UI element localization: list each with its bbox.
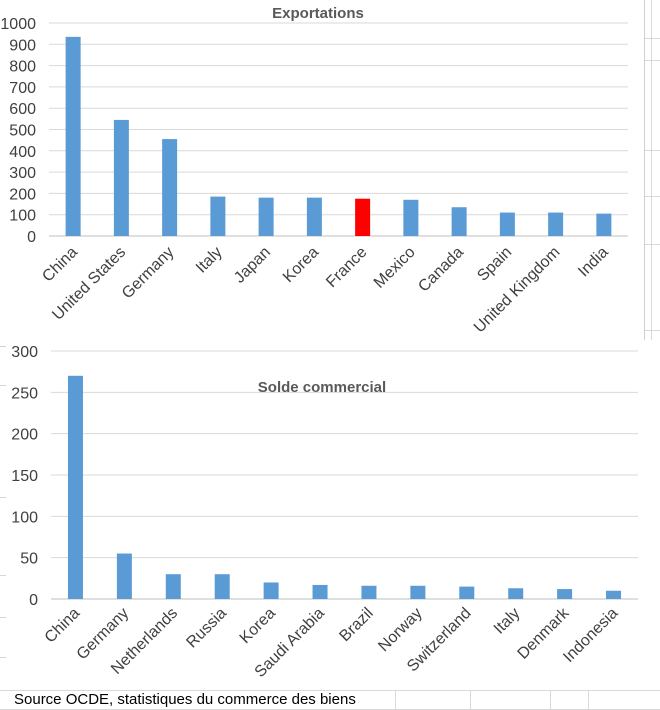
x-tick-label-korea: Korea (280, 244, 322, 286)
bar-united-states (113, 119, 129, 236)
y-tick-label: 800 (9, 59, 36, 76)
chart-title: Solde commercial (258, 379, 386, 396)
x-tick-label-united-kingdom: United Kingdom (471, 244, 564, 337)
x-tick-label-korea: Korea (237, 605, 279, 647)
bar-saudi-arabia (312, 584, 328, 599)
bar-indonesia (606, 590, 622, 599)
chart-1-plot: 0 100 200 300 400 500 600 700 800 900 1000 China Uni… (0, 5, 628, 336)
bar-norway (410, 585, 426, 599)
bar-netherlands (165, 574, 181, 599)
y-tick-label: 0 (27, 229, 36, 246)
x-tick-label-china: China (39, 244, 81, 286)
bar-china (65, 36, 81, 236)
bar-canada (451, 207, 467, 236)
y-tick-label: 1000 (0, 16, 36, 33)
y-tick-label: 200 (9, 186, 36, 203)
x-tick-label-france: France (323, 244, 370, 291)
y-tick-label: 200 (11, 427, 38, 444)
y-tick-label: 0 (29, 592, 38, 609)
bar-russia (214, 574, 230, 599)
chart-title: Exportations (272, 5, 364, 22)
x-tick-label-mexico: Mexico (371, 244, 419, 292)
x-tick-label-japan: Japan (231, 244, 274, 287)
bar-germany (162, 139, 178, 236)
bar-india (596, 213, 612, 236)
y-tick-label: 600 (9, 101, 36, 118)
bar-italy (210, 196, 226, 236)
bar-japan (258, 197, 274, 236)
x-tick-label-russia: Russia (183, 605, 230, 652)
source-note: Source OCDE, statistiques du commerce de… (14, 691, 356, 708)
y-tick-label: 700 (9, 80, 36, 97)
solde-commercial-chart: 0 50 100 150 200 250 300 China Germany Netherland… (6, 340, 660, 690)
bar-germany (116, 553, 132, 599)
y-tick-label: 300 (9, 165, 36, 182)
solde-commercial-chart-svg: 050100150200250300ChinaGermanyNetherland… (11, 344, 638, 681)
y-tick-label: 50 (20, 551, 38, 568)
x-tick-label-canada: Canada (415, 244, 467, 296)
bar-spain (499, 212, 515, 236)
x-tick-label-italy: Italy (193, 244, 226, 277)
x-tick-label-germany: Germany (119, 244, 178, 303)
y-tick-label: 900 (9, 37, 36, 54)
bar-china (67, 375, 83, 599)
y-tick-label: 100 (11, 509, 38, 526)
x-tick-label-norway: Norway (375, 605, 425, 655)
bar-brazil (361, 585, 377, 599)
bar-korea (306, 197, 322, 236)
bar-united-kingdom (548, 212, 564, 236)
y-tick-label: 150 (11, 468, 38, 485)
bar-mexico (403, 199, 419, 236)
x-tick-label-spain: Spain (474, 244, 515, 285)
x-tick-label-china: China (42, 605, 84, 647)
y-tick-label: 100 (9, 208, 36, 225)
bar-denmark (557, 589, 573, 599)
y-tick-label: 250 (11, 385, 38, 402)
x-tick-label-brazil: Brazil (336, 605, 376, 645)
exportations-chart-svg: 0 100 200 300 400 500 600 700 800 900 1000 China Uni… (0, 5, 628, 336)
x-tick-label-india: India (575, 244, 612, 281)
chart-2-plot: 050100150200250300ChinaGermanyNetherland… (11, 344, 638, 681)
y-tick-label: 400 (9, 144, 36, 161)
bar-france (355, 198, 371, 236)
exportations-chart: 0 100 200 300 400 500 600 700 800 900 1000 China Uni… (0, 0, 645, 347)
y-tick-label: 500 (9, 123, 36, 140)
y-tick-label: 300 (11, 344, 38, 361)
x-tick-label-italy: Italy (491, 605, 524, 638)
bar-italy (508, 588, 524, 599)
bar-switzerland (459, 586, 475, 599)
bar-korea (263, 582, 279, 599)
